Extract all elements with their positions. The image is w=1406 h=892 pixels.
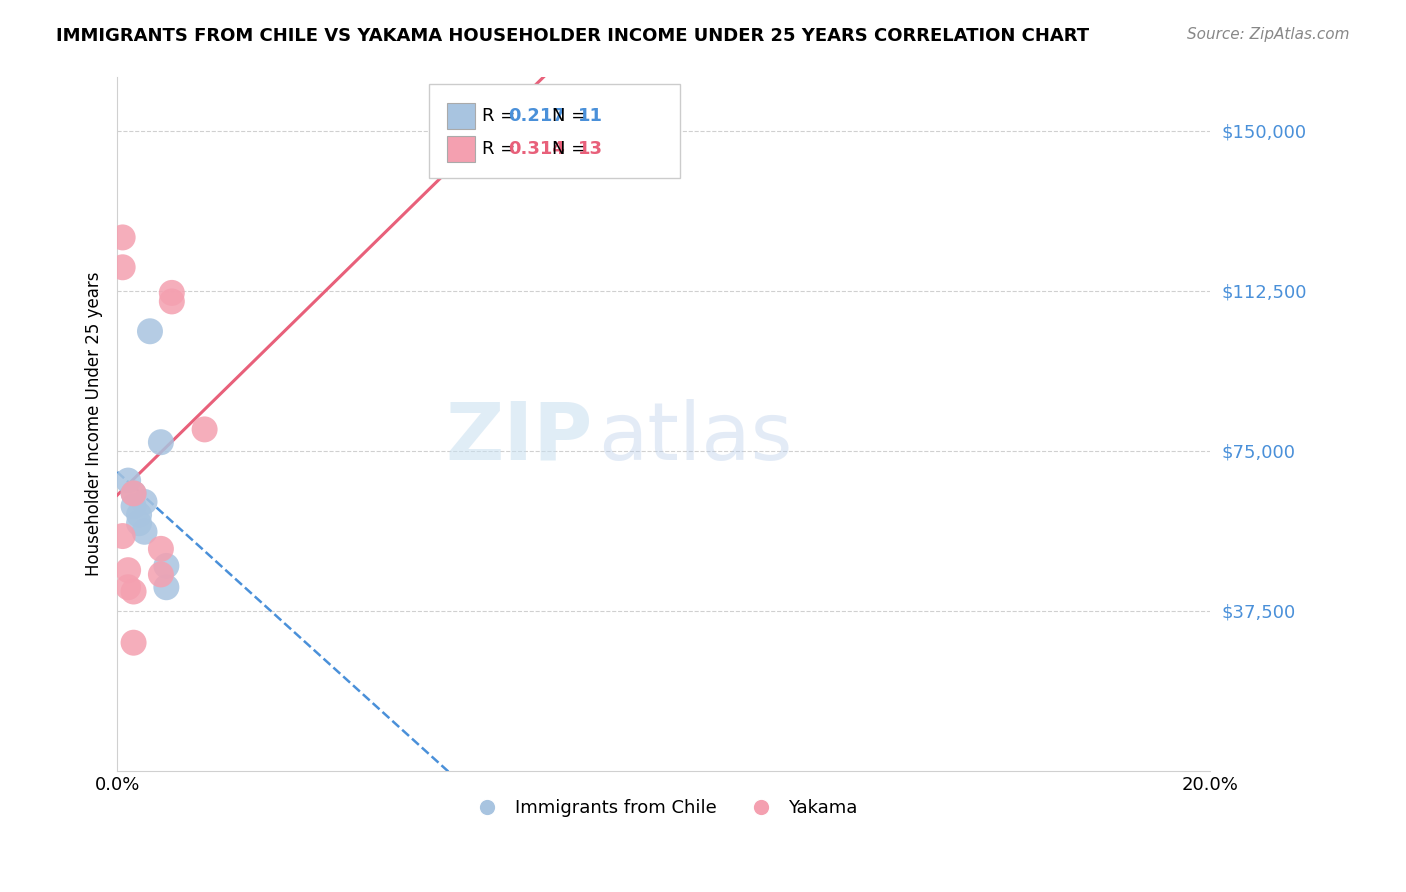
Point — [122, 486, 145, 500]
Point — [122, 499, 145, 513]
Point — [194, 422, 217, 436]
Point — [149, 567, 172, 582]
Text: R =: R = — [482, 107, 522, 125]
Point — [160, 285, 183, 300]
Text: N =: N = — [553, 140, 592, 158]
Point — [139, 324, 162, 338]
Text: N =: N = — [553, 107, 592, 125]
Point — [155, 558, 177, 573]
Text: IMMIGRANTS FROM CHILE VS YAKAMA HOUSEHOLDER INCOME UNDER 25 YEARS CORRELATION CH: IMMIGRANTS FROM CHILE VS YAKAMA HOUSEHOL… — [56, 27, 1090, 45]
Point — [117, 474, 139, 488]
FancyBboxPatch shape — [447, 103, 475, 129]
Text: ZIP: ZIP — [446, 399, 592, 477]
Point — [128, 516, 150, 531]
Point — [149, 435, 172, 450]
Point — [111, 260, 134, 275]
Point — [111, 529, 134, 543]
Point — [122, 636, 145, 650]
Text: Source: ZipAtlas.com: Source: ZipAtlas.com — [1187, 27, 1350, 42]
FancyBboxPatch shape — [447, 136, 475, 162]
Text: 13: 13 — [578, 140, 603, 158]
Text: R =: R = — [482, 140, 522, 158]
Legend: Immigrants from Chile, Yakama: Immigrants from Chile, Yakama — [463, 791, 865, 824]
Point — [122, 584, 145, 599]
Point — [134, 495, 156, 509]
Text: 0.314: 0.314 — [509, 140, 565, 158]
Text: atlas: atlas — [598, 399, 793, 477]
Text: 0.217: 0.217 — [509, 107, 565, 125]
Point — [117, 563, 139, 577]
Y-axis label: Householder Income Under 25 years: Householder Income Under 25 years — [86, 272, 103, 576]
Point — [111, 230, 134, 244]
Point — [134, 524, 156, 539]
Point — [117, 580, 139, 594]
Point — [155, 580, 177, 594]
Point — [122, 486, 145, 500]
Text: 11: 11 — [578, 107, 603, 125]
Point — [128, 508, 150, 522]
FancyBboxPatch shape — [429, 85, 681, 178]
Point — [149, 541, 172, 556]
Point — [160, 294, 183, 309]
